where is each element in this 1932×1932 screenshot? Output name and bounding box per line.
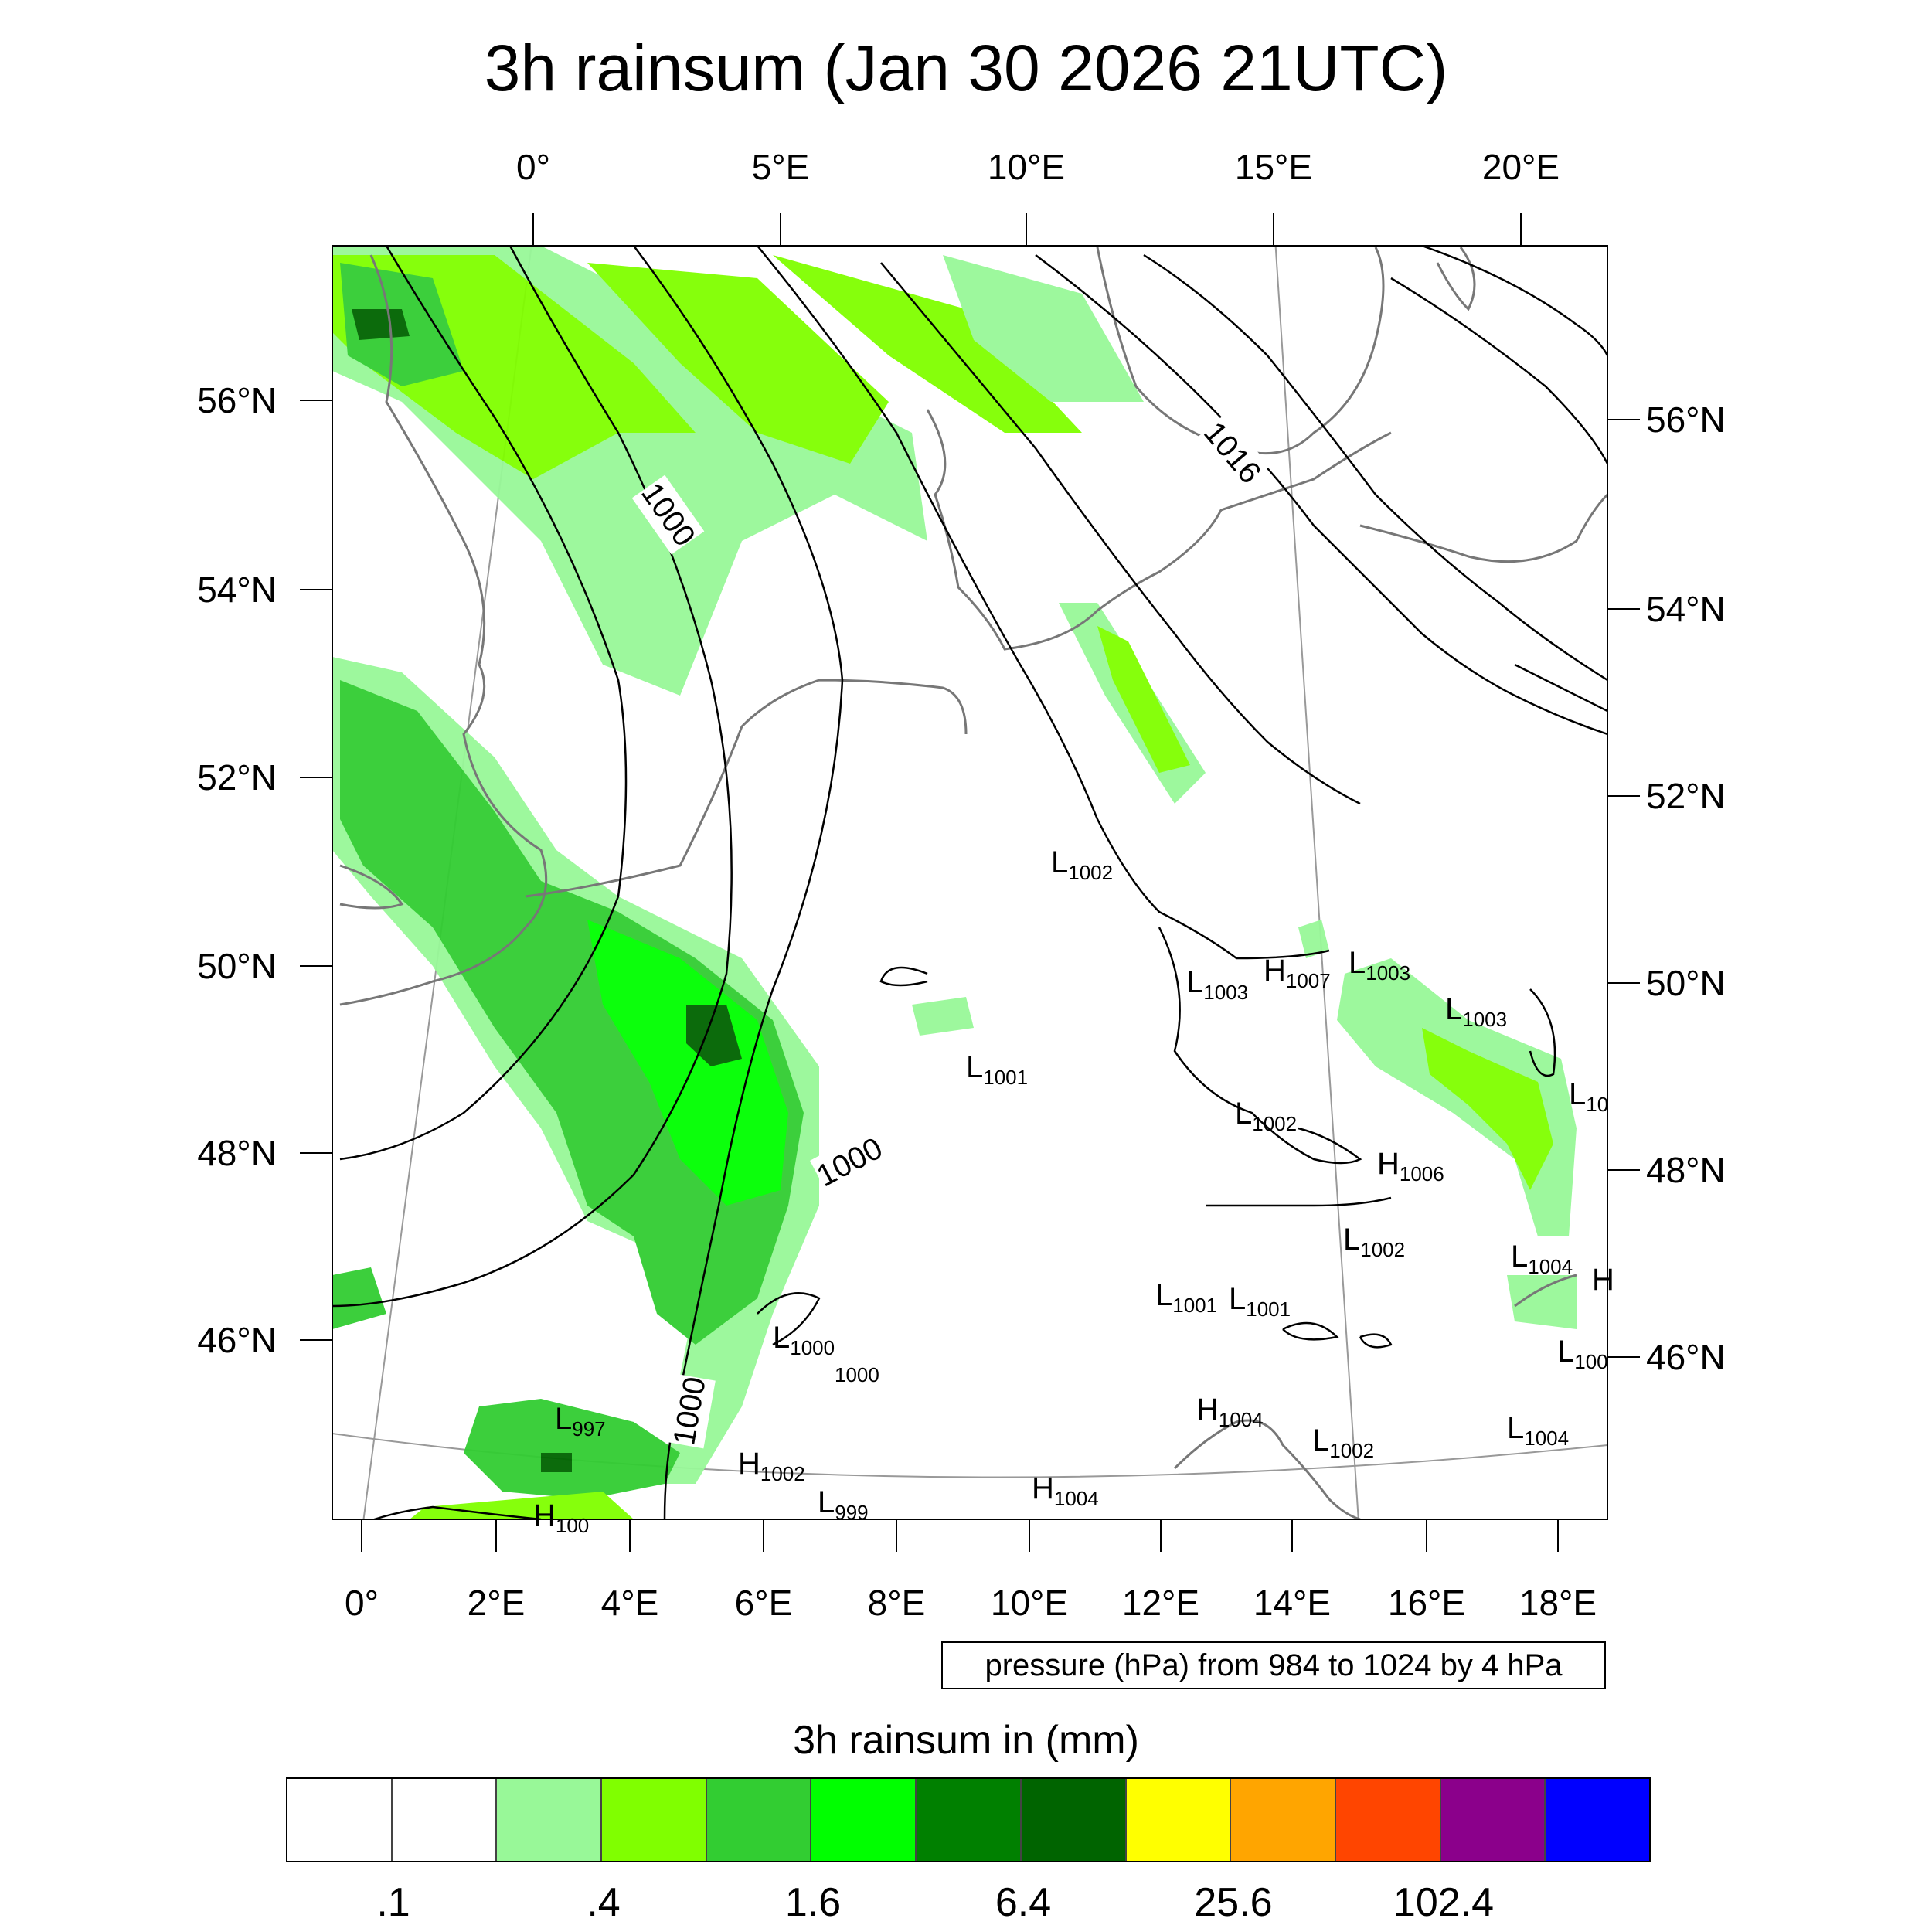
pressure-center-label: L1004: [1507, 1411, 1570, 1450]
pressure-center-label: L1003: [1445, 992, 1508, 1031]
pressure-center-label: H1007: [1264, 954, 1331, 992]
pressure-center-label: L1000: [773, 1321, 835, 1359]
lon-label-bottom: 18°E: [1519, 1583, 1597, 1623]
lon-label-bottom: 14°E: [1253, 1583, 1332, 1623]
pressure-center-label: L1001: [1229, 1282, 1291, 1321]
colorbar-tick: .1: [376, 1880, 410, 1925]
colorbar-swatch: [1546, 1779, 1649, 1861]
colorbar-tick: 25.6: [1194, 1880, 1273, 1925]
pressure-center-label: H1002: [738, 1447, 805, 1485]
lat-label-left: 56°N: [197, 380, 277, 420]
pressure-center-label: L10: [1569, 1077, 1609, 1116]
colorbar-swatch: [1126, 1779, 1232, 1861]
pressure-center-label: 1000: [835, 1363, 879, 1386]
pressure-center-label: H100: [533, 1498, 590, 1537]
lat-label-left: 48°N: [197, 1133, 277, 1173]
colorbar-tick: .4: [587, 1880, 621, 1925]
plot-frame: [332, 245, 1608, 1520]
ticks: [300, 213, 1640, 1552]
pressure-center-label: L1002: [1051, 845, 1114, 884]
lat-label-left: 54°N: [197, 570, 277, 610]
pressure-center-label: L1001: [966, 1050, 1029, 1089]
pressure-center-label: L1002: [1343, 1223, 1406, 1261]
colorbar-swatch: [602, 1779, 707, 1861]
pressure-center-label: L997: [555, 1402, 606, 1440]
lon-label-bottom: 16°E: [1387, 1583, 1466, 1623]
lat-label-right: 52°N: [1646, 776, 1726, 816]
colorbar-swatch: [392, 1779, 498, 1861]
lat-label-left: 52°N: [197, 757, 277, 798]
colorbar-swatch: [287, 1779, 393, 1861]
lon-label-top: 5°E: [751, 147, 810, 187]
lat-label-left: 46°N: [197, 1320, 277, 1360]
map-title: 3h rainsum (Jan 30 2026 21UTC): [484, 32, 1448, 104]
lat-label-right: 50°N: [1646, 963, 1726, 1003]
pressure-center-label: H1004: [1196, 1393, 1264, 1431]
colorbar-title: 3h rainsum in (mm): [793, 1718, 1139, 1763]
colorbar-swatch: [917, 1779, 1022, 1861]
lon-label-bottom: 4°E: [600, 1583, 659, 1623]
colorbar-swatch: [497, 1779, 603, 1861]
pressure-center-label: L100: [1557, 1335, 1608, 1373]
colorbar: [286, 1777, 1651, 1862]
colorbar-swatch: [706, 1779, 812, 1861]
colorbar-swatch: [1335, 1779, 1441, 1861]
pressure-center-label: H: [1592, 1263, 1614, 1297]
pressure-center-label: L1003: [1186, 965, 1249, 1004]
colorbar-tick: 6.4: [995, 1880, 1052, 1925]
lon-label-bottom: 6°E: [734, 1583, 793, 1623]
lon-label-bottom: 8°E: [867, 1583, 926, 1623]
pressure-center-label: L1004: [1511, 1240, 1573, 1278]
lat-label-right: 46°N: [1646, 1337, 1726, 1377]
lat-label-right: 56°N: [1646, 400, 1726, 440]
isobars: [332, 246, 1607, 1519]
colorbar-tick: 102.4: [1393, 1880, 1495, 1925]
lon-label-top: 15°E: [1234, 147, 1313, 187]
rain-areas: [332, 246, 1577, 1519]
pressure-center-label: H1006: [1377, 1147, 1444, 1185]
pressure-center-label: L1001: [1155, 1278, 1218, 1317]
colorbar-swatch: [1021, 1779, 1127, 1861]
colorbar-swatch: [1231, 1779, 1336, 1861]
lon-label-bottom: 2°E: [467, 1583, 526, 1623]
lon-label-bottom: 0°: [345, 1583, 379, 1623]
pressure-center-label: L999: [818, 1485, 869, 1524]
lat-label-left: 50°N: [197, 946, 277, 986]
lon-label-top: 20°E: [1481, 147, 1560, 187]
lon-label-bottom: 12°E: [1121, 1583, 1200, 1623]
pressure-note: pressure (hPa) from 984 to 1024 by 4 hPa: [941, 1641, 1606, 1689]
lon-label-top: 0°: [516, 147, 550, 187]
colorbar-swatch: [1440, 1779, 1546, 1861]
colorbar-tick: 1.6: [784, 1880, 842, 1925]
lat-label-right: 48°N: [1646, 1150, 1726, 1190]
pressure-center-label: L1003: [1349, 946, 1411, 985]
colorbar-swatch: [811, 1779, 917, 1861]
pressure-center-label: L1002: [1312, 1423, 1375, 1462]
pressure-center-label: H1004: [1032, 1471, 1099, 1510]
pressure-center-label: L1002: [1235, 1097, 1298, 1135]
lat-label-right: 54°N: [1646, 589, 1726, 629]
lon-label-top: 10°E: [987, 147, 1066, 187]
lon-label-bottom: 10°E: [990, 1583, 1069, 1623]
